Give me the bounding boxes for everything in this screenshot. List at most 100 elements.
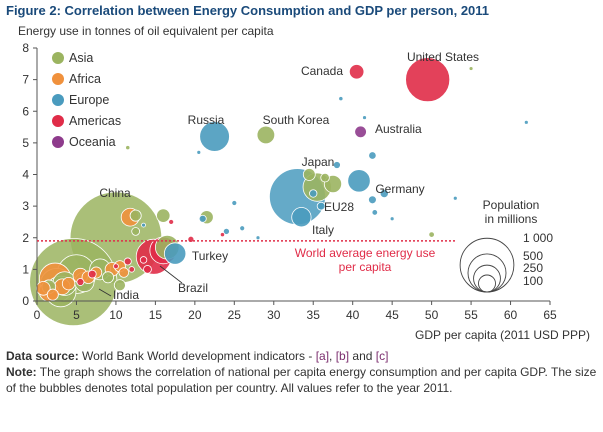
separator-1: , [329,349,336,363]
reference-link-c[interactable]: [c] [375,349,389,363]
x-tick-label: 45 [385,308,399,322]
bubble-country [371,209,378,216]
note-line: Note: The graph shows the correlation of… [6,364,598,396]
x-tick-label: 10 [109,308,123,322]
bubble-country [129,209,142,222]
separator-2: and [349,349,376,363]
bubble-country [131,227,141,236]
legend-label-americas: Americas [69,114,121,128]
bubble-country [231,200,238,206]
bubble-italy [291,207,312,228]
label-brazil: Brazil [178,281,208,295]
note-label: Note: [6,365,37,379]
bubble-country [368,195,377,205]
label-china: China [99,186,131,200]
bubble-united-states [405,57,451,103]
size-legend-circle [478,274,496,293]
bubble-country [87,269,97,279]
bubble-russia [199,121,230,152]
y-tick-label: 7 [22,73,29,87]
y-tick-label: 4 [22,168,29,182]
bubble-country [125,145,131,151]
bubble-country [196,149,202,155]
bubble-south-korea [256,125,276,145]
x-tick-label: 40 [346,308,360,322]
bubble-country [219,232,226,238]
label-india: India [113,288,139,302]
x-tick-label: 0 [34,308,41,322]
x-tick-label: 55 [464,308,478,322]
bubble-australia [354,125,367,139]
reference-link-a[interactable]: [a] [315,349,330,363]
bubble-canada [348,64,365,80]
legend-label-europe: Europe [69,93,109,107]
bubble-country [118,267,130,278]
figure-notes: Data source: World Bank World developmen… [6,348,598,396]
label-eu28: EU28 [324,200,354,214]
scatter-chart: 0 5 10 15 20 25 30 35 40 45 50 55 60 65012345678Energ… [18,24,590,342]
x-tick-label: 30 [267,308,281,322]
bubble-country [198,214,207,223]
bubble-country [468,66,474,71]
legend-swatch-oceania [52,136,64,148]
reference-link-b[interactable]: [b] [335,349,350,363]
bubble-layer [29,57,529,327]
legend-label-asia: Asia [69,51,93,65]
bubble-country [452,195,458,201]
y-tick-label: 2 [22,231,29,245]
x-tick-label: 60 [504,308,518,322]
label-turkey: Turkey [192,249,228,263]
label-russia: Russia [188,113,225,127]
x-axis-title: GDP per capita (2011 USD PPP) [415,328,590,342]
axes: 0 5 10 15 20 25 30 35 40 45 50 55 60 65012345678Energ… [18,24,590,342]
bubble-country [255,235,261,241]
size-legend-circle [473,264,501,293]
label-south-korea: South Korea [263,113,330,127]
bubble-country [36,281,51,296]
size-legend-circle [467,253,507,293]
label-united-states: United States [407,50,479,64]
x-tick-label: 50 [425,308,439,322]
size-legend-label: 1 000 [523,231,553,245]
world-average-label: per capita [339,260,392,274]
x-tick-label: 5 [73,308,80,322]
bubble-country [222,227,230,235]
bubble-country [123,257,132,266]
y-tick-label: 3 [22,199,29,213]
size-legend-label: 500 [523,249,543,263]
y-tick-label: 6 [22,104,29,118]
bubble-country [168,219,175,225]
x-tick-label: 20 [188,308,202,322]
x-tick-label: 15 [149,308,163,322]
bubble-country [302,168,316,181]
y-tick-label: 0 [22,294,29,308]
bubble-country [141,222,146,228]
legend-swatch-americas [52,115,64,127]
legend-swatch-europe [52,94,64,106]
figure-title: Figure 2: Correlation between Energy Con… [6,3,490,18]
label-australia: Australia [375,122,422,136]
bubble-country [61,276,76,291]
label-canada: Canada [301,64,343,78]
x-tick-label: 65 [543,308,557,322]
bubble-country [320,172,330,183]
bubble-country [128,266,135,273]
data-source-label: Data source: [6,349,79,363]
label-germany: Germany [375,182,424,196]
bubble-country [389,216,395,222]
bubble-country [379,188,389,199]
y-tick-label: 5 [22,136,29,150]
note-text: The graph shows the correlation of natio… [6,365,597,395]
bubble-country [332,161,341,169]
legend-swatch-africa [52,73,64,85]
bubble-country [102,271,115,284]
bubble-germany [347,169,371,193]
y-tick-label: 1 [22,262,29,276]
bubble-country [113,263,119,270]
bubble-country [428,231,435,238]
legend-label-africa: Africa [69,72,101,86]
bubble-country [139,256,148,264]
y-axis-title: Energy use in tonnes of oil equivalent p… [18,24,274,38]
size-legend-title: Population [483,198,540,212]
